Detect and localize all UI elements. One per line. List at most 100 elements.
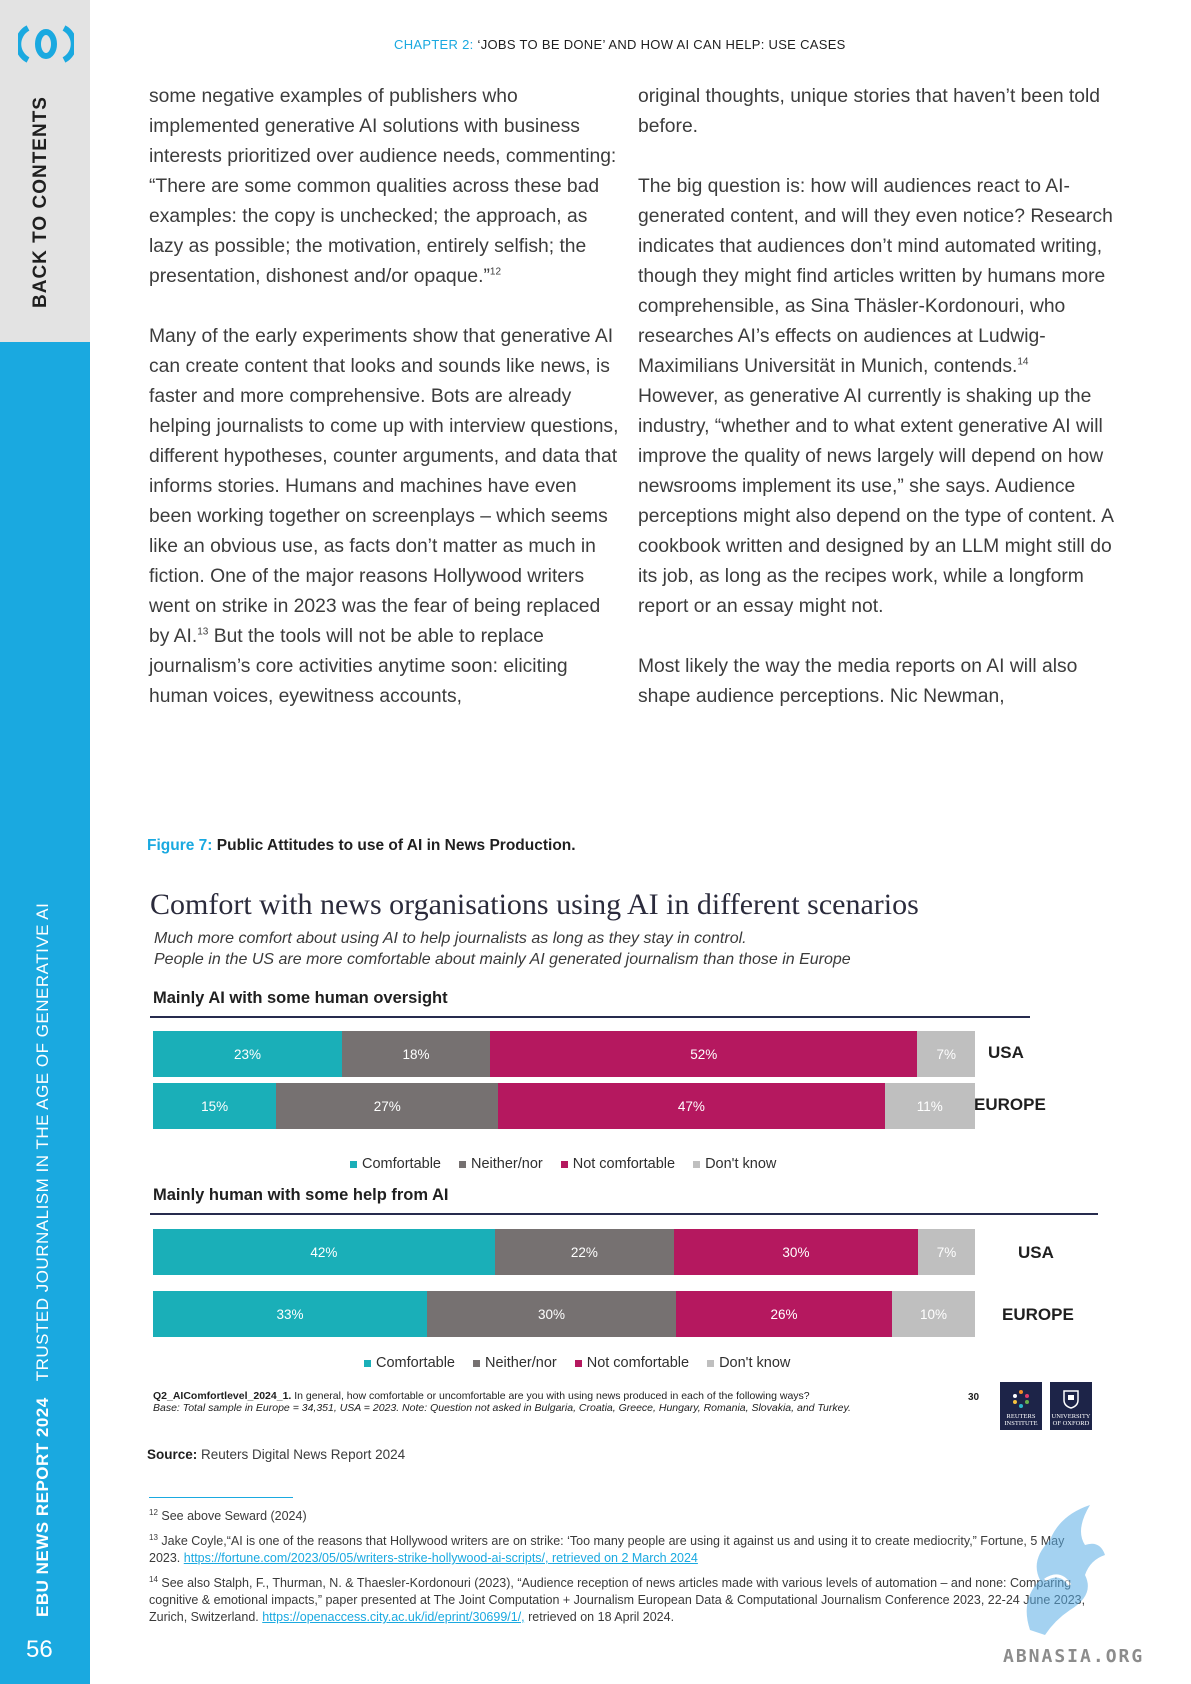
chart-page-number: 30: [968, 1392, 980, 1403]
legend-swatch: [472, 1359, 480, 1367]
footnote-text: Jake Coyle,“AI is one of the reasons tha…: [149, 1534, 1065, 1565]
oxford-logo-text: UNIVERSITY OF OXFORD: [1051, 1413, 1091, 1427]
chapter-title: ‘JOBS TO BE DONE’ AND HOW AI CAN HELP: U…: [477, 37, 846, 52]
legend-swatch: [350, 1160, 357, 1168]
legend-label: Neither/nor: [484, 1355, 557, 1371]
bar-segment: 11%: [884, 1083, 975, 1129]
bar-segment: 33%: [153, 1291, 427, 1337]
chart-subtitle: Much more comfort about using AI to help…: [154, 930, 747, 947]
paragraph: The big question is: how will audiences …: [638, 172, 1113, 622]
bar-segment: 52%: [490, 1031, 918, 1077]
paragraph-text: But the tools will not be able to replac…: [149, 626, 568, 707]
footnote-number: 13: [149, 1532, 158, 1542]
reuters-institute-logo: REUTERS INSTITUTE: [1000, 1382, 1042, 1430]
bar-segment: 10%: [891, 1291, 975, 1337]
back-to-contents-panel[interactable]: BACK TO CONTENTS: [0, 0, 90, 342]
bar-row: 33% 30% 26% 10%: [153, 1291, 975, 1337]
report-subtitle: TRUSTED JOURNALISM IN THE AGE OF GENERAT…: [33, 902, 52, 1382]
chart-note: Q2_AIComfortlevel_2024_1. In general, ho…: [153, 1390, 851, 1414]
paragraph-text: The big question is: how will audiences …: [638, 176, 1113, 377]
footnote-text: retrieved on 18 April 2024.: [524, 1610, 675, 1624]
footnote: 12 See above Seward (2024): [149, 1508, 1089, 1525]
figure-caption-text: Public Attitudes to use of AI in News Pr…: [216, 837, 576, 854]
legend-item: Not comfortable: [560, 1156, 676, 1172]
figure-label: Figure 7:: [147, 837, 213, 854]
bar-row: 23% 18% 52% 7%: [153, 1031, 975, 1077]
griffin-logo-icon: [1026, 1505, 1105, 1635]
legend-label: Neither/nor: [470, 1156, 543, 1172]
legend: Comfortable Neither/nor Not comfortable Don…: [364, 1355, 808, 1371]
legend-item: Comfortable: [364, 1355, 455, 1371]
legend-label: Comfortable: [362, 1156, 441, 1172]
watermark-text: ABNASIA.ORG: [1003, 1646, 1145, 1667]
legend-swatch: [574, 1359, 582, 1367]
footnote-text: See above Seward (2024): [161, 1509, 307, 1523]
footnote-number: 12: [149, 1507, 158, 1517]
footnote: 13 Jake Coyle,“AI is one of the reasons …: [149, 1533, 1089, 1567]
footnote-link[interactable]: https://fortune.com/2023/05/05/writers-s…: [183, 1551, 698, 1565]
bar-row: 42% 22% 30% 7%: [153, 1229, 975, 1275]
section-rule: [150, 1016, 1030, 1018]
bar-row-label: EUROPE: [974, 1095, 1046, 1114]
bar-segment: 27%: [276, 1083, 499, 1129]
section-rule: [150, 1213, 1098, 1215]
section-label: Mainly AI with some human oversight: [153, 989, 448, 1007]
bar-segment: 18%: [342, 1031, 490, 1077]
chart-subtitle: People in the US are more comfortable ab…: [154, 951, 851, 968]
legend-item: Don't know: [693, 1156, 776, 1172]
footnote-ref[interactable]: 12: [489, 266, 502, 278]
footnote-text: See also Stalph, F., Thurman, N. & Thaes…: [149, 1576, 1086, 1624]
footnote-divider: [149, 1497, 293, 1498]
paragraph-text: Many of the early experiments show that …: [149, 326, 619, 647]
legend-label: Comfortable: [376, 1355, 455, 1371]
paragraph-text: However, as generative AI currently is s…: [638, 386, 1113, 617]
paragraph: Most likely the way the media reports on…: [638, 656, 1078, 707]
legend-label: Not comfortable: [572, 1156, 676, 1172]
figure-caption: Figure 7: Public Attitudes to use of AI …: [147, 837, 576, 855]
footnote: 14 See also Stalph, F., Thurman, N. & Th…: [149, 1575, 1089, 1626]
chart: Comfort with news organisations using AI…: [150, 876, 1105, 1436]
footnotes: 12 See above Seward (2024) 13 Jake Coyle…: [149, 1508, 1089, 1634]
bar-segment: 7%: [918, 1229, 975, 1275]
reuters-logo-text: REUTERS INSTITUTE: [1004, 1413, 1038, 1427]
back-to-contents-link[interactable]: BACK TO CONTENTS: [30, 96, 51, 308]
legend-swatch: [693, 1160, 701, 1168]
bar-row-label: USA: [988, 1043, 1024, 1062]
bar-segment: 30%: [427, 1291, 677, 1337]
section-label: Mainly human with some help from AI: [153, 1186, 449, 1204]
bar-segment: 15%: [153, 1083, 277, 1129]
ebu-logo-icon[interactable]: [18, 24, 74, 64]
oxford-crest-icon: [1063, 1390, 1079, 1409]
sidebar: BACK TO CONTENTS EBU NEWS REPORT 2024 TRU…: [0, 0, 90, 1684]
legend-item: Don't know: [707, 1355, 790, 1371]
legend-swatch: [560, 1160, 568, 1168]
legend: Comfortable Neither/nor Not comfortable Don…: [350, 1156, 794, 1172]
paragraph-text: some negative examples of publishers who…: [149, 86, 617, 287]
footnote-ref[interactable]: 13: [197, 626, 209, 638]
paragraph: some negative examples of publishers who…: [149, 82, 624, 292]
legend-item: Neither/nor: [472, 1355, 557, 1371]
paragraph: original thoughts, unique stories that h…: [638, 86, 1100, 137]
legend-swatch: [364, 1359, 371, 1367]
legend-label: Don't know: [719, 1355, 791, 1371]
footnote-number: 14: [149, 1574, 158, 1584]
footnote-ref[interactable]: 14: [1017, 356, 1029, 368]
legend-swatch: [707, 1359, 715, 1367]
question-text: In general, how comfortable or uncomfort…: [291, 1390, 810, 1402]
chapter-heading: CHAPTER 2: ‘JOBS TO BE DONE’ AND HOW AI …: [394, 37, 846, 52]
bar-row-label: USA: [1018, 1243, 1054, 1262]
footnote-link[interactable]: https://openaccess.city.ac.uk/id/eprint/…: [262, 1610, 525, 1624]
source-text: Reuters Digital News Report 2024: [197, 1447, 406, 1462]
legend-item: Not comfortable: [574, 1355, 689, 1371]
source-label: Source:: [147, 1447, 198, 1462]
bar-segment: 7%: [917, 1031, 975, 1077]
chart-title: Comfort with news organisations using AI…: [150, 888, 919, 921]
body-column-left: some negative examples of publishers who…: [149, 82, 624, 742]
bar-segment: 22%: [494, 1229, 674, 1275]
figure-source: Source: Reuters Digital News Report 2024: [147, 1447, 405, 1462]
legend-item: Comfortable: [350, 1156, 441, 1172]
body-column-right: original thoughts, unique stories that h…: [638, 82, 1113, 742]
page-number: 56: [26, 1636, 53, 1663]
legend-label: Don't know: [705, 1156, 777, 1172]
bar-segment: 23%: [153, 1031, 343, 1077]
